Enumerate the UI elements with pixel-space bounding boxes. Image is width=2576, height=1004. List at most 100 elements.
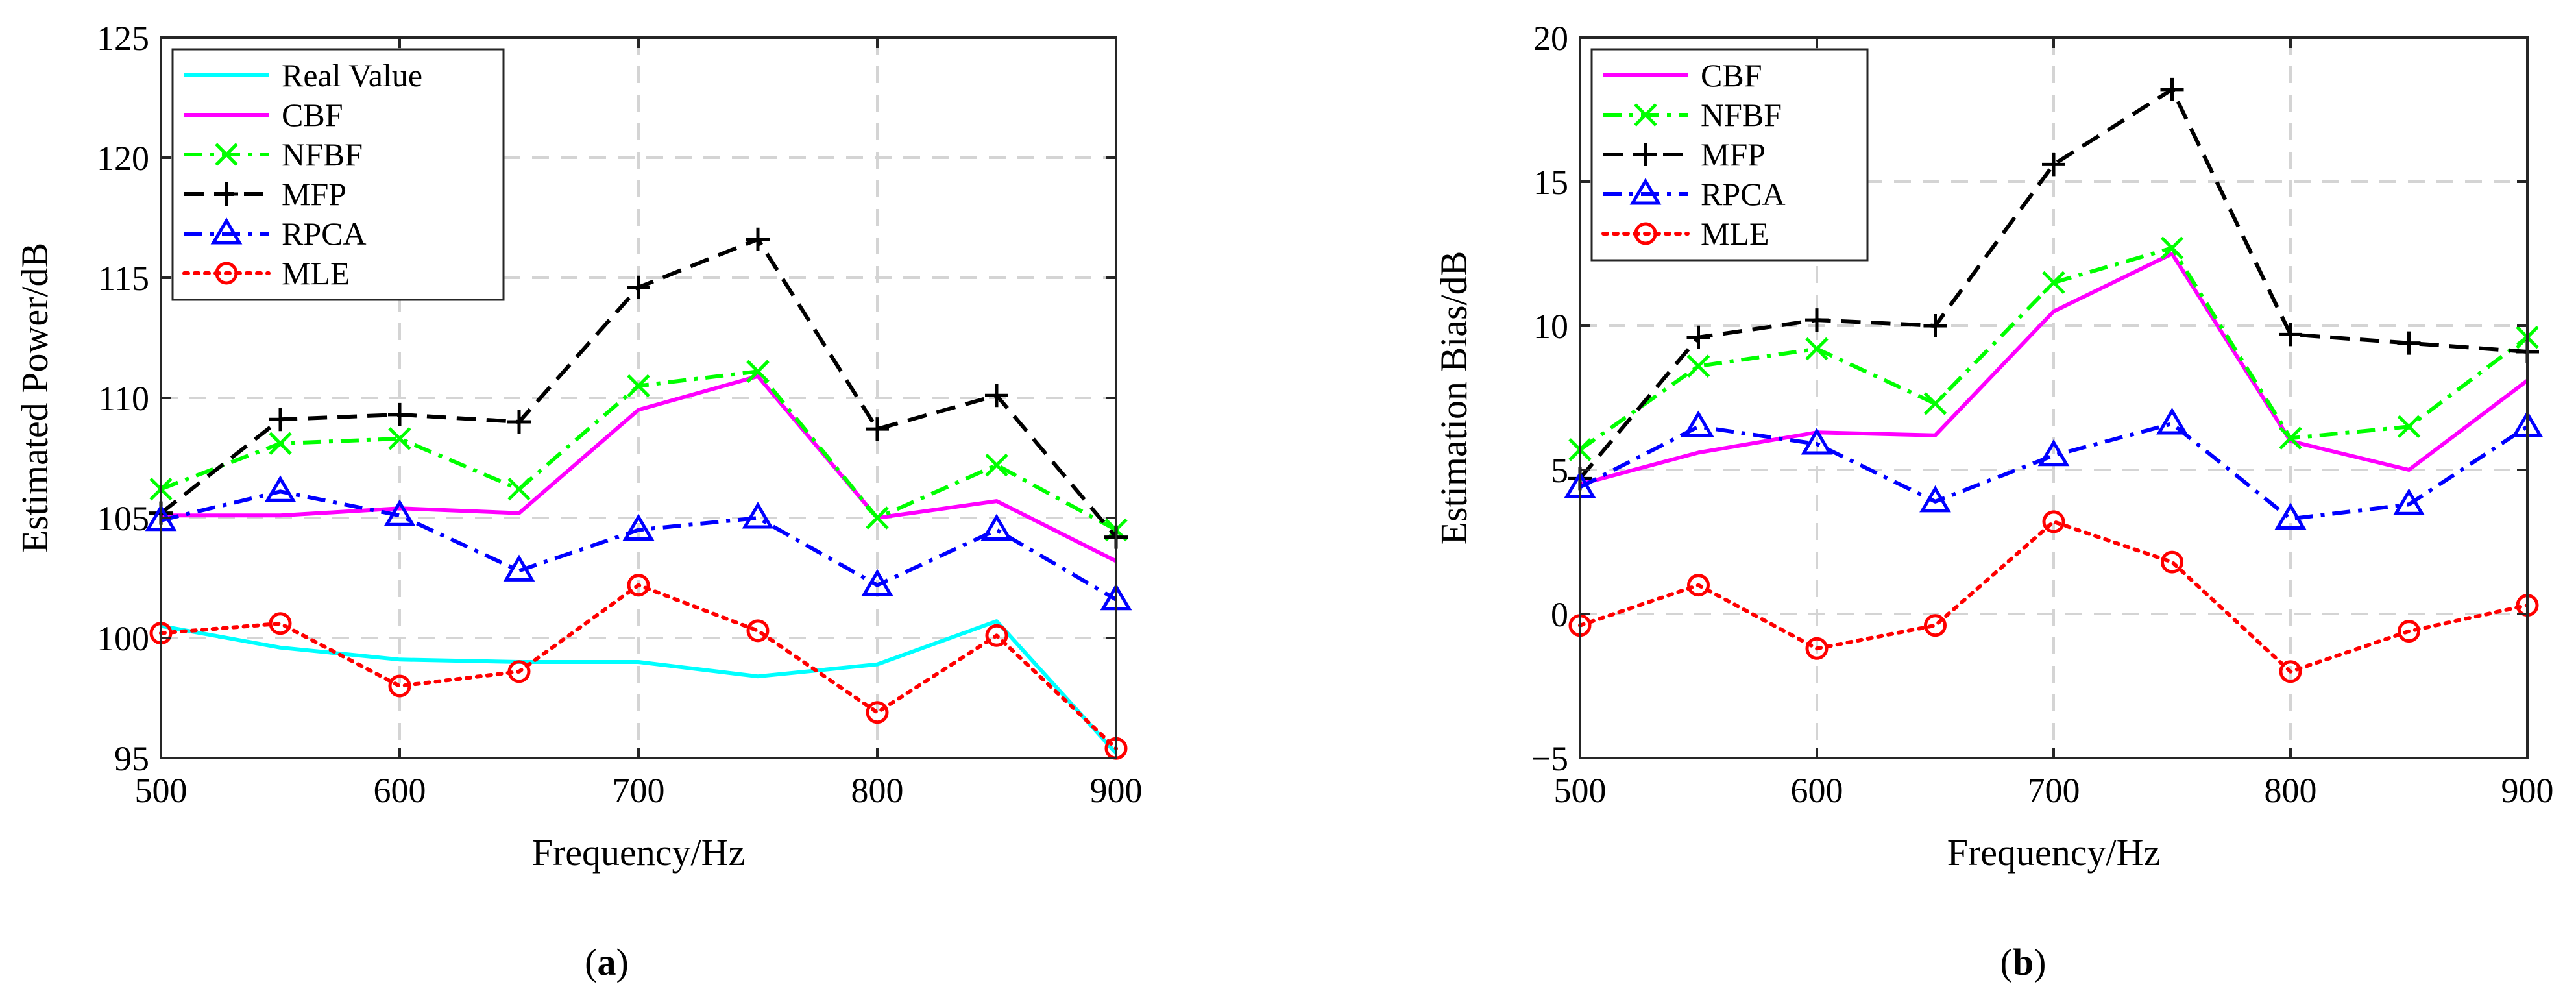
panel-a: 500 600 700 800 900 95 100 105 110 115 120 125 Frequ… xyxy=(14,19,1143,983)
y-tick-label: 100 xyxy=(97,619,149,658)
x-tick-label: 700 xyxy=(613,771,665,810)
data-point-mfp xyxy=(1805,308,1829,332)
legend-label-mfp: MFP xyxy=(282,176,346,212)
x-axis-label: Frequency/Hz xyxy=(1947,831,2161,874)
series-cbf xyxy=(1579,252,2529,487)
series-line-cbf xyxy=(1579,252,2529,487)
data-point-mle xyxy=(746,619,770,643)
y-axis-label: Estimation Bias/dB xyxy=(1433,251,1475,545)
data-point-mfp xyxy=(2042,153,2065,177)
legend-marker-mfp xyxy=(215,182,238,206)
data-point-mle xyxy=(1805,637,1829,660)
data-point-mle xyxy=(388,674,411,698)
y-tick-label: 20 xyxy=(1533,19,1568,58)
data-point-mfp xyxy=(388,402,411,426)
data-point-nfbf xyxy=(985,453,1008,477)
x-tick-label: 500 xyxy=(1554,771,1607,810)
data-point-rpca xyxy=(2037,439,2070,467)
panel-caption: (a) xyxy=(585,941,629,983)
data-point-rpca xyxy=(264,475,297,502)
series-line-mle xyxy=(1578,519,2529,674)
data-point-mle xyxy=(985,624,1008,647)
data-point-nfbf xyxy=(1686,354,1710,378)
data-point-mle xyxy=(507,660,531,683)
series-cbf xyxy=(161,374,1117,563)
legend-label-nfbf: NFBF xyxy=(1701,97,1782,133)
data-point-nfbf xyxy=(2279,426,2302,450)
data-point-rpca xyxy=(2274,502,2307,530)
data-point-rpca xyxy=(1919,485,1951,513)
data-point-rpca xyxy=(1801,428,1833,455)
data-point-mfp xyxy=(866,417,889,441)
data-point-nfbf xyxy=(2160,236,2184,260)
legend-label-real-value: Real Value xyxy=(282,57,422,93)
data-point-mfp xyxy=(507,410,531,434)
x-tick-label: 500 xyxy=(135,771,188,810)
legend-label-cbf: CBF xyxy=(1701,57,1762,93)
data-point-mfp xyxy=(627,275,650,299)
x-tick-label: 900 xyxy=(1090,771,1143,810)
legend-marker-nfbf xyxy=(1634,103,1657,127)
x-tick-label: 600 xyxy=(374,771,426,810)
y-tick-label: 110 xyxy=(98,379,149,418)
data-point-rpca xyxy=(622,513,655,541)
data-point-mle xyxy=(1924,614,1947,637)
data-point-mle xyxy=(1687,574,1710,597)
series-line-mfp xyxy=(1578,87,2528,480)
legend-marker-mle xyxy=(1634,222,1657,245)
y-axis-label: Estimated Power/dB xyxy=(14,243,56,553)
data-point-mfp xyxy=(746,227,770,251)
data-point-rpca xyxy=(742,502,774,529)
data-point-nfbf xyxy=(507,477,531,501)
data-point-nfbf xyxy=(2397,415,2421,439)
legend-label-mle: MLE xyxy=(282,255,350,291)
legend-label-mfp: MFP xyxy=(1701,136,1766,173)
data-point-mfp xyxy=(2160,77,2184,101)
y-tick-label: 120 xyxy=(97,139,149,178)
y-tick-label: 10 xyxy=(1533,307,1568,346)
legend-marker-mfp xyxy=(1634,143,1657,166)
data-point-mle xyxy=(2161,550,2183,574)
data-point-mfp xyxy=(269,408,292,432)
legend-marker-rpca xyxy=(210,217,243,245)
data-point-rpca xyxy=(980,513,1013,541)
y-tick-label: 105 xyxy=(97,499,149,538)
data-point-mle xyxy=(2398,620,2420,643)
data-point-mfp xyxy=(1923,314,1947,337)
x-tick-label: 700 xyxy=(2028,771,2080,810)
legend-marker-rpca xyxy=(1629,178,1662,205)
series-line-nfbf xyxy=(1579,246,2529,452)
data-point-mle xyxy=(269,612,292,635)
panel-caption: (b) xyxy=(2000,941,2047,983)
legend-marker-mle xyxy=(215,262,238,285)
x-tick-label: 800 xyxy=(851,771,904,810)
panel-b: 500 600 700 800 900 −5 0 5 10 15 20 Frequency/Hz Est… xyxy=(1433,19,2554,983)
legend-marker-nfbf xyxy=(215,143,238,166)
series-rpca xyxy=(1564,408,2544,530)
y-tick-label: −5 xyxy=(1531,739,1568,778)
y-tick-label: 0 xyxy=(1551,595,1568,634)
data-point-nfbf xyxy=(388,427,411,450)
legend-box xyxy=(171,48,505,301)
data-point-rpca xyxy=(503,554,535,582)
series-line-cbf xyxy=(161,374,1117,563)
x-tick-label: 800 xyxy=(2265,771,2317,810)
legend-label-nfbf: NFBF xyxy=(282,136,363,173)
data-point-rpca xyxy=(2156,408,2188,435)
legend-label-rpca: RPCA xyxy=(282,215,367,252)
data-point-mfp xyxy=(2279,323,2302,347)
y-tick-label: 115 xyxy=(98,259,149,298)
series-real-value xyxy=(160,619,1118,755)
data-point-mle xyxy=(627,574,650,597)
x-axis-label: Frequency/Hz xyxy=(532,831,746,874)
y-tick-label: 95 xyxy=(114,739,149,778)
legend-label-mle: MLE xyxy=(1701,215,1769,252)
data-point-rpca xyxy=(1683,410,1714,437)
y-tick-label: 15 xyxy=(1533,163,1568,202)
data-point-mle xyxy=(866,701,889,724)
data-point-nfbf xyxy=(1805,337,1829,361)
data-point-mfp xyxy=(985,384,1008,408)
